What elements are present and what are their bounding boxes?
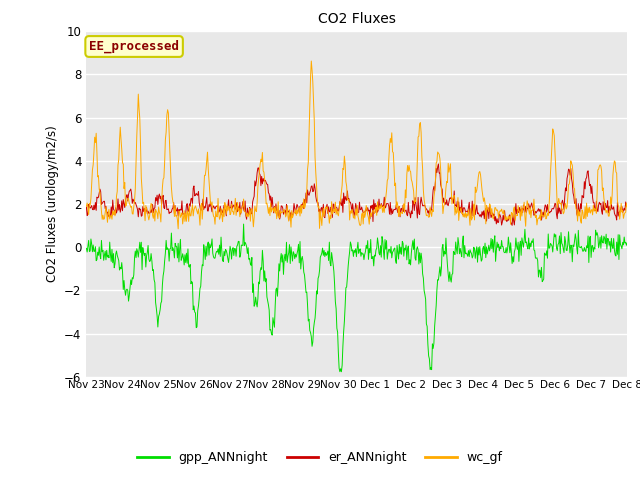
Text: EE_processed: EE_processed (89, 40, 179, 53)
Title: CO2 Fluxes: CO2 Fluxes (318, 12, 396, 26)
Y-axis label: CO2 Fluxes (urology/m2/s): CO2 Fluxes (urology/m2/s) (45, 126, 59, 282)
Legend: gpp_ANNnight, er_ANNnight, wc_gf: gpp_ANNnight, er_ANNnight, wc_gf (132, 446, 508, 469)
